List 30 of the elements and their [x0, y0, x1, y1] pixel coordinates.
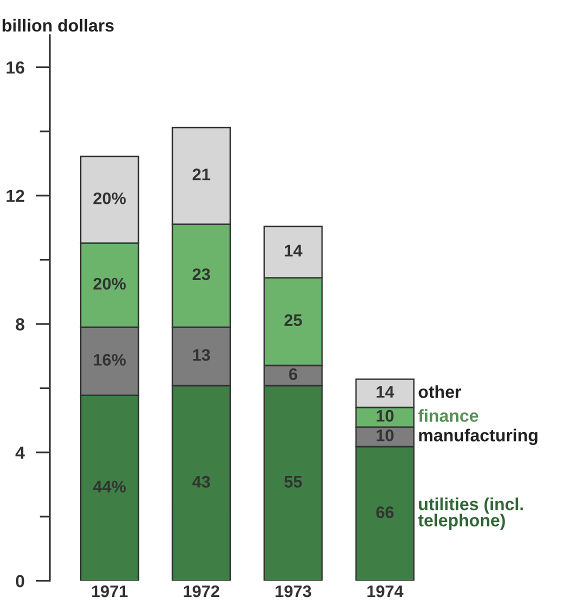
annotation: 21 [192, 168, 210, 180]
y-tick-label: 4 [15, 446, 25, 459]
annotation: 55 [284, 476, 302, 488]
annotation: 10 [376, 410, 394, 422]
annotation: 16% [94, 354, 126, 366]
x-tick-label: 1972 [184, 585, 220, 598]
series-label: manufacturing [419, 428, 538, 445]
series-label: finance [418, 409, 478, 422]
annotation: 44% [93, 480, 126, 492]
y-tick-label: 12 [6, 190, 24, 202]
x-tick-label: 1971 [92, 585, 128, 598]
y-tick-label: 0 [16, 574, 24, 588]
annotation: 14 [376, 386, 394, 398]
annotation: 25 [284, 314, 302, 326]
y-tick-label: 16 [6, 61, 24, 74]
x-tick-label: 1974 [367, 585, 404, 598]
annotation: 14 [284, 244, 302, 256]
x-tick-label: 1973 [276, 585, 312, 598]
y-tick-label: 8 [16, 318, 24, 330]
annotation: 66 [376, 506, 394, 518]
annotation: 6 [289, 368, 298, 380]
annotation: 20% [93, 192, 126, 204]
annotation: 13 [193, 349, 210, 361]
annotation: 20% [93, 278, 126, 290]
annotation: 23 [192, 268, 210, 280]
y-axis-title: billion dollars [2, 18, 114, 32]
annotation: 43 [192, 476, 210, 488]
series-label: utilities (incl. telephone) [418, 498, 523, 530]
series-label: other [418, 385, 462, 398]
annotation: 10 [376, 430, 394, 442]
